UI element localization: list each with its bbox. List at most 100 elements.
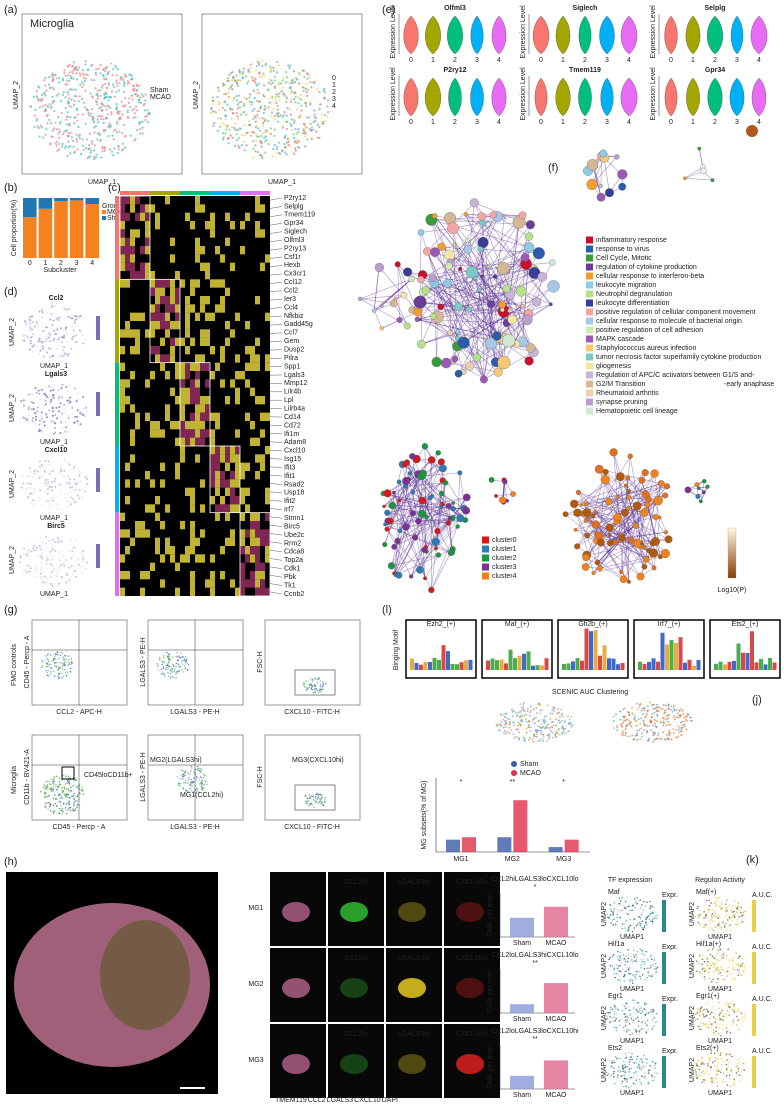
dot <box>519 710 522 713</box>
heat-cell <box>200 429 205 438</box>
dot <box>86 157 89 160</box>
dot <box>539 704 542 706</box>
gene-label: Cdca8 <box>284 549 304 556</box>
heat-cell <box>155 429 160 438</box>
dot <box>254 91 258 95</box>
dot <box>672 732 675 734</box>
dot <box>224 118 227 121</box>
dot <box>636 734 639 737</box>
dot <box>115 90 118 94</box>
node <box>570 499 579 509</box>
heat-cell <box>160 337 165 346</box>
dot <box>558 719 560 722</box>
dot <box>616 908 618 911</box>
dot <box>102 130 105 133</box>
dot <box>47 336 50 339</box>
heat-cell <box>260 229 265 238</box>
edge <box>399 468 444 501</box>
dot <box>76 415 79 418</box>
motif-letter <box>499 659 504 670</box>
heat-cell <box>120 212 125 221</box>
dot <box>645 924 648 926</box>
dot <box>643 729 646 731</box>
dot <box>58 336 61 339</box>
dot <box>168 658 170 661</box>
dot <box>655 707 657 710</box>
heat-cell <box>155 346 160 355</box>
block-outline <box>239 512 271 597</box>
dot <box>303 124 306 128</box>
legend-entry: cluster3 <box>492 564 517 571</box>
dot <box>64 420 67 423</box>
heat-cell <box>230 446 235 455</box>
dot <box>725 914 728 916</box>
heat-cell <box>240 537 245 546</box>
dot <box>165 668 167 671</box>
dot <box>212 99 215 102</box>
dot <box>252 131 255 134</box>
dot <box>187 779 189 781</box>
dot <box>53 567 56 570</box>
dot <box>54 142 57 145</box>
dot <box>102 121 105 124</box>
x-tick-label: 2 <box>453 119 457 126</box>
dot <box>533 733 536 735</box>
dot <box>239 72 242 75</box>
edge <box>381 319 400 329</box>
dot <box>87 148 90 151</box>
dot <box>51 470 54 473</box>
dot <box>191 768 193 770</box>
heat-cell <box>130 229 135 238</box>
gene-leader <box>269 458 283 460</box>
dot <box>180 656 182 659</box>
dot <box>87 114 90 117</box>
violin-title: Selplg <box>704 5 725 12</box>
node <box>458 267 463 272</box>
dot <box>228 95 231 98</box>
dot <box>548 726 551 729</box>
dot <box>71 486 74 489</box>
dot <box>631 930 634 933</box>
heat-cell <box>140 271 145 280</box>
dot <box>316 122 320 125</box>
dot <box>513 710 515 713</box>
dot <box>68 71 71 74</box>
dot <box>616 726 619 729</box>
dot <box>57 677 60 679</box>
dot <box>546 704 549 707</box>
dot <box>44 459 47 462</box>
heat-cell <box>255 196 260 205</box>
dot <box>69 478 72 481</box>
node <box>435 552 442 558</box>
dot <box>714 900 716 903</box>
dot <box>82 148 85 152</box>
cluster-side-bar <box>115 196 119 280</box>
dot <box>82 793 85 795</box>
dot <box>41 348 44 351</box>
dot <box>90 149 93 152</box>
dot <box>731 905 734 908</box>
heat-cell <box>190 362 195 371</box>
dot <box>80 553 83 556</box>
dot <box>570 716 573 718</box>
node <box>394 261 401 268</box>
dot <box>219 117 223 120</box>
motif-letter <box>696 660 701 670</box>
violin <box>555 77 571 117</box>
dot <box>319 688 321 690</box>
heat-cell <box>120 512 125 521</box>
dot <box>252 89 255 92</box>
heat-cell <box>215 279 220 288</box>
dot <box>217 89 220 92</box>
dot <box>120 78 123 81</box>
node <box>457 470 463 476</box>
dot <box>26 482 29 485</box>
heat-cell <box>165 537 170 546</box>
dot <box>104 66 107 70</box>
heat-cell <box>215 462 220 471</box>
dot <box>67 414 70 417</box>
gene-leader <box>269 549 283 553</box>
dot <box>51 76 54 79</box>
dot <box>65 123 68 126</box>
heat-cell <box>210 554 215 563</box>
